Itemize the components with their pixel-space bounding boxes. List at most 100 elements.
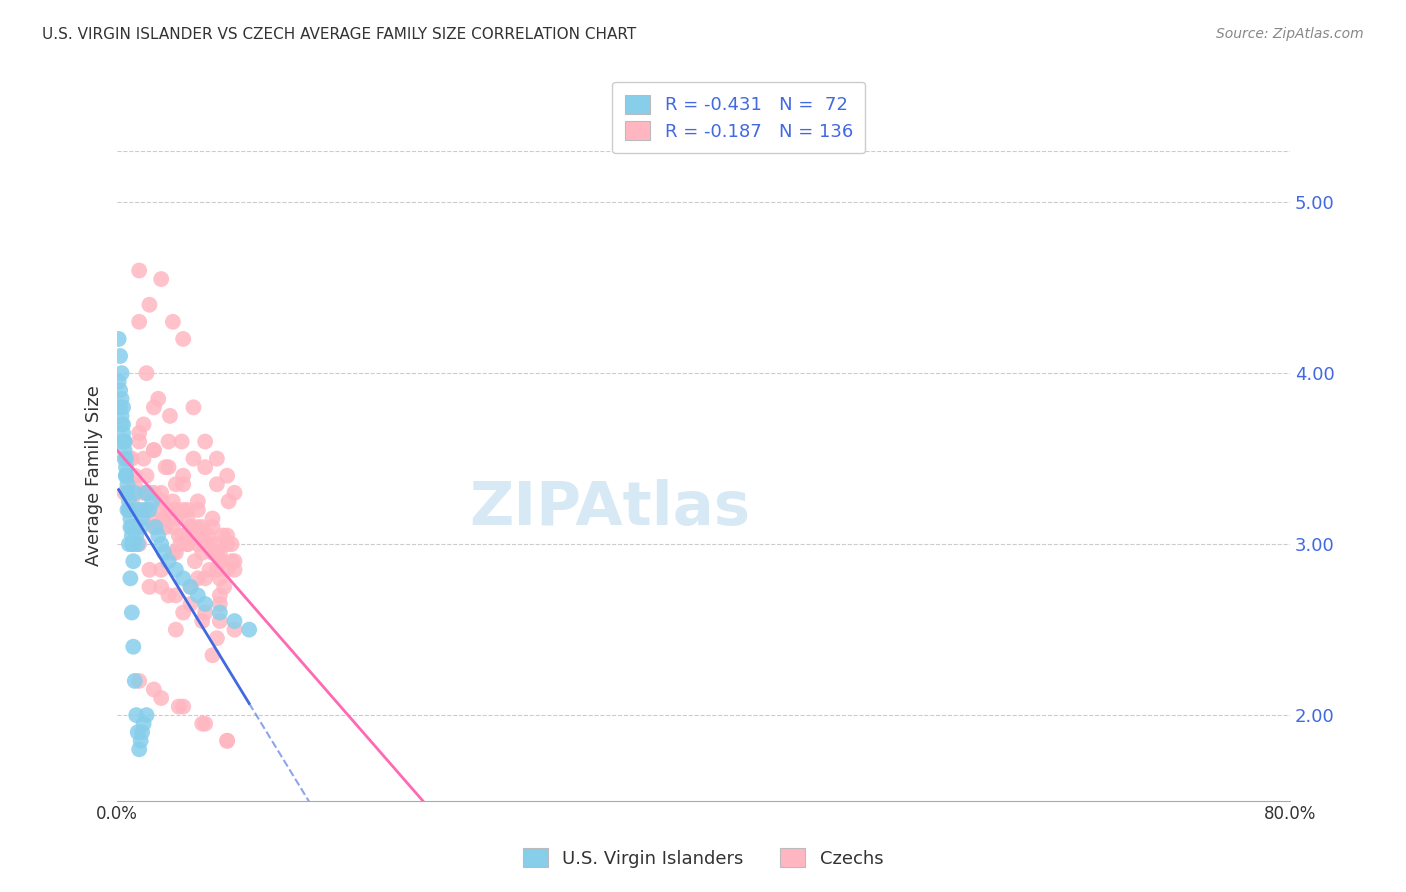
Point — [132, 503, 155, 517]
Point — [150, 494, 173, 508]
Point — [165, 589, 187, 603]
Point — [153, 511, 176, 525]
Point — [172, 699, 194, 714]
Point — [120, 511, 142, 525]
Point — [157, 554, 180, 568]
Point — [165, 511, 187, 525]
Point — [148, 503, 170, 517]
Point — [162, 494, 184, 508]
Point — [125, 708, 148, 723]
Point — [187, 494, 209, 508]
Point — [112, 434, 135, 449]
Point — [142, 485, 165, 500]
Point — [221, 554, 243, 568]
Point — [118, 503, 141, 517]
Point — [217, 733, 239, 747]
Point — [121, 520, 143, 534]
Point — [187, 520, 209, 534]
Point — [205, 451, 228, 466]
Point — [187, 571, 209, 585]
Point — [114, 443, 136, 458]
Point — [191, 520, 214, 534]
Point — [162, 520, 184, 534]
Point — [122, 537, 145, 551]
Point — [194, 537, 217, 551]
Point — [201, 511, 224, 525]
Point — [224, 623, 246, 637]
Point — [110, 366, 132, 380]
Point — [172, 468, 194, 483]
Point — [142, 682, 165, 697]
Point — [176, 503, 198, 517]
Point — [179, 580, 201, 594]
Point — [172, 528, 194, 542]
Point — [115, 451, 138, 466]
Point — [138, 580, 160, 594]
Point — [124, 485, 146, 500]
Point — [194, 434, 217, 449]
Point — [238, 623, 260, 637]
Point — [124, 673, 146, 688]
Point — [211, 528, 233, 542]
Point — [172, 571, 194, 585]
Point — [138, 511, 160, 525]
Point — [114, 434, 136, 449]
Point — [165, 563, 187, 577]
Point — [128, 425, 150, 440]
Point — [208, 571, 231, 585]
Point — [107, 332, 129, 346]
Point — [172, 606, 194, 620]
Point — [118, 494, 141, 508]
Point — [167, 528, 190, 542]
Point — [208, 614, 231, 628]
Point — [169, 537, 191, 551]
Point — [183, 451, 205, 466]
Point — [170, 434, 193, 449]
Point — [187, 537, 209, 551]
Point — [108, 349, 131, 363]
Point — [128, 315, 150, 329]
Point — [179, 520, 201, 534]
Point — [205, 477, 228, 491]
Point — [112, 425, 135, 440]
Point — [142, 401, 165, 415]
Point — [208, 554, 231, 568]
Point — [112, 401, 135, 415]
Point — [114, 485, 136, 500]
Point — [150, 537, 173, 551]
Point — [110, 417, 132, 432]
Point — [218, 494, 240, 508]
Point — [208, 606, 231, 620]
Point — [148, 392, 170, 406]
Point — [217, 528, 239, 542]
Point — [165, 546, 187, 560]
Point — [107, 375, 129, 389]
Point — [191, 716, 214, 731]
Point — [208, 554, 231, 568]
Point — [155, 460, 177, 475]
Point — [191, 546, 214, 560]
Point — [150, 272, 173, 286]
Point — [120, 571, 142, 585]
Point — [143, 520, 166, 534]
Point — [208, 546, 231, 560]
Point — [121, 528, 143, 542]
Point — [131, 511, 153, 525]
Point — [118, 503, 141, 517]
Point — [224, 485, 246, 500]
Point — [135, 485, 157, 500]
Point — [148, 520, 170, 534]
Point — [150, 580, 173, 594]
Point — [141, 494, 163, 508]
Point — [184, 554, 207, 568]
Point — [194, 606, 217, 620]
Point — [224, 554, 246, 568]
Point — [135, 708, 157, 723]
Point — [132, 451, 155, 466]
Point — [128, 673, 150, 688]
Point — [162, 315, 184, 329]
Point — [205, 631, 228, 645]
Point — [179, 597, 201, 611]
Point — [155, 520, 177, 534]
Point — [217, 733, 239, 747]
